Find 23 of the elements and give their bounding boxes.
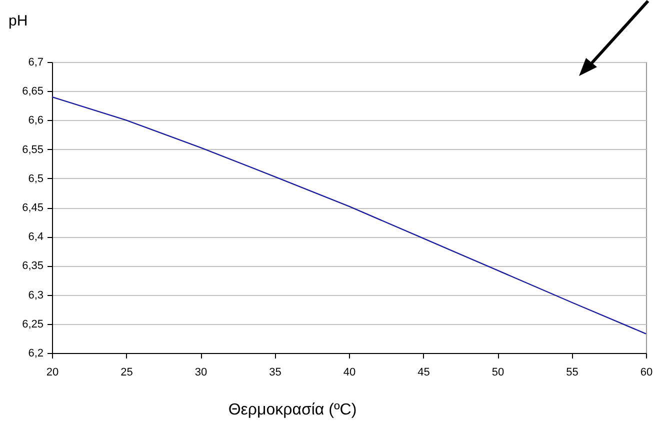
- y-tick-label: 6,65: [22, 86, 44, 98]
- y-tick-label: 6,25: [22, 318, 44, 330]
- x-axis-title: Θερμοκρασία (ºC): [228, 402, 357, 418]
- x-tick-label: 60: [640, 366, 653, 378]
- x-tick-label: 55: [566, 366, 578, 378]
- y-tick-label: 6,5: [28, 172, 44, 185]
- y-tick-label: 6,35: [22, 260, 44, 272]
- y-axis-title: pH: [8, 12, 28, 30]
- x-tick-label: 50: [492, 366, 504, 378]
- y-tick-label: 6,6: [28, 114, 44, 127]
- x-tick-label: 30: [194, 366, 208, 378]
- y-tick-label: 6,45: [22, 202, 44, 214]
- y-tick-label: 6,55: [22, 144, 44, 156]
- x-tick-label: 35: [269, 366, 282, 378]
- y-tick-label: 6,4: [28, 231, 44, 244]
- x-tick-label: 40: [343, 366, 356, 378]
- y-tick-label: 6,2: [28, 348, 44, 360]
- x-tick-label: 45: [418, 366, 430, 378]
- y-tick-label: 6,7: [28, 56, 44, 68]
- x-tick-label: 25: [120, 366, 133, 378]
- x-tick-label: 20: [46, 366, 59, 378]
- y-tick-label: 6,3: [28, 289, 44, 302]
- line-series: [51, 96, 647, 334]
